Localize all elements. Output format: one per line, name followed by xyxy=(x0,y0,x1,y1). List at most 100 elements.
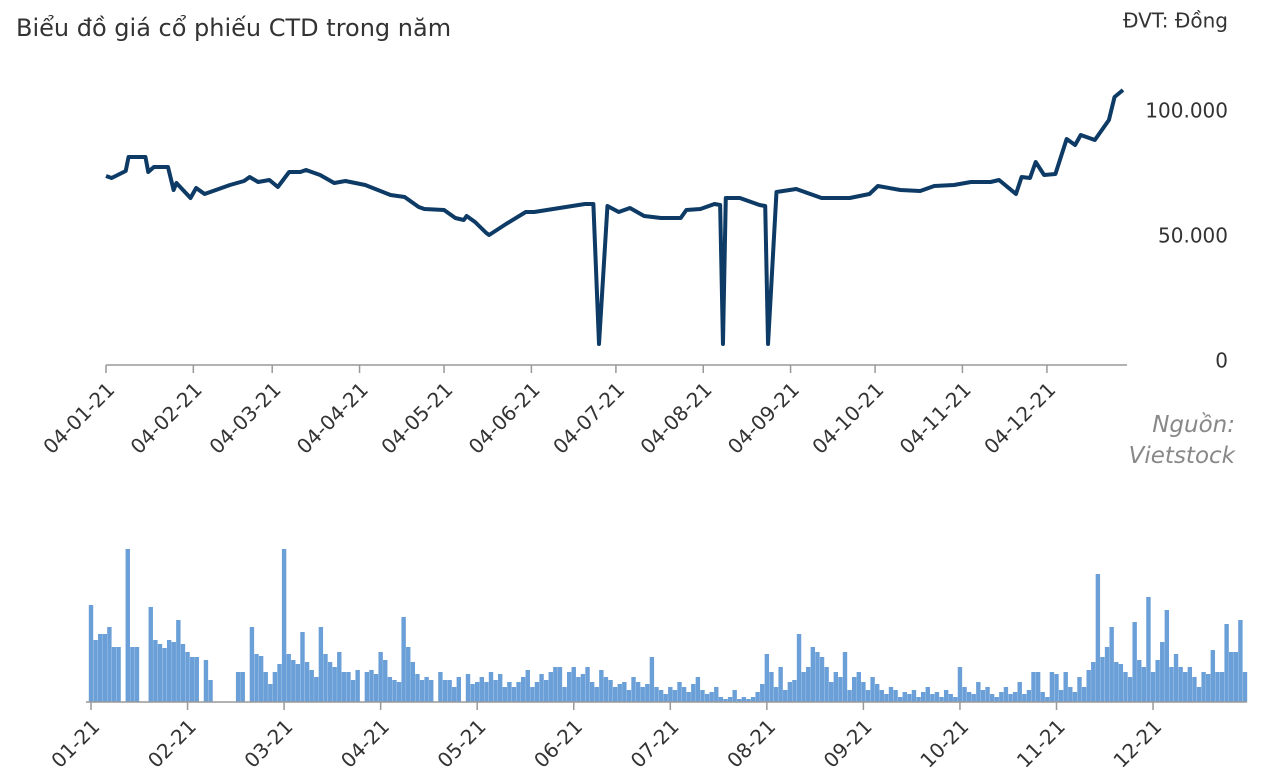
volume-bar xyxy=(1141,667,1147,702)
volume-bar xyxy=(1003,687,1009,702)
volume-bar xyxy=(658,690,664,702)
volume-bar xyxy=(980,690,986,702)
volume-bar xyxy=(1072,692,1078,702)
volume-bar xyxy=(1068,687,1073,702)
volume-bar xyxy=(346,672,351,702)
x-tick-label: 07-21 xyxy=(626,714,684,767)
volume-bar xyxy=(589,682,595,702)
volume-bar xyxy=(1086,670,1091,702)
volume-bar xyxy=(557,667,563,702)
volume-bar xyxy=(309,670,314,702)
volume-bar xyxy=(884,694,889,702)
volume-bar xyxy=(1104,647,1110,702)
volume-bar xyxy=(672,690,678,702)
volume-bar xyxy=(962,687,967,702)
volume-bar xyxy=(1132,622,1137,702)
x-tick-label: 04-07-21 xyxy=(548,377,629,458)
volume-bar xyxy=(916,697,921,702)
volume-bar xyxy=(897,697,903,702)
volume-bar xyxy=(111,647,117,702)
volume-bar xyxy=(599,670,604,702)
volume-bar xyxy=(741,697,747,702)
volume-bar xyxy=(645,684,650,702)
volume-bar xyxy=(539,674,544,702)
volume-bar xyxy=(314,677,319,702)
volume-bar xyxy=(737,699,742,702)
volume-bar xyxy=(815,652,820,702)
volume-bar xyxy=(332,667,337,702)
volume-bar xyxy=(286,654,291,702)
volume-bar xyxy=(254,654,259,702)
volume-bar xyxy=(318,627,324,702)
volume-bar xyxy=(180,644,186,702)
volume-bar xyxy=(1210,650,1216,702)
volume-bar xyxy=(327,662,333,702)
volume-bar xyxy=(277,664,282,702)
volume-bar xyxy=(452,687,457,702)
volume-bar xyxy=(723,699,728,702)
volume-bar xyxy=(585,667,590,702)
volume-bar xyxy=(911,690,917,702)
x-tick-label: 02-21 xyxy=(143,714,201,767)
volume-bar xyxy=(530,687,535,702)
volume-bar xyxy=(291,660,296,702)
volume-bar xyxy=(668,687,673,702)
volume-bar xyxy=(1095,574,1101,702)
volume-bar xyxy=(930,694,935,702)
y-tick-label: 100.000 xyxy=(1145,99,1228,123)
volume-bar xyxy=(189,657,195,702)
volume-bar xyxy=(1100,657,1105,702)
volume-bar xyxy=(580,674,586,702)
volume-bar xyxy=(235,672,241,702)
volume-bar xyxy=(534,682,540,702)
volume-bar xyxy=(663,694,668,702)
volume-bar xyxy=(907,694,912,702)
volume-bar xyxy=(622,682,627,702)
volume-bar xyxy=(594,687,599,702)
volume-bar xyxy=(1137,660,1142,702)
volume-bar xyxy=(125,549,130,702)
volume-bar xyxy=(925,687,930,702)
volume-bar xyxy=(732,690,737,702)
volume-bar xyxy=(1049,672,1055,702)
volume-bar xyxy=(148,607,153,702)
volume-bar xyxy=(1192,677,1197,702)
volume-bar xyxy=(773,687,779,702)
volume-bar xyxy=(410,662,416,702)
x-tick-label: 04-06-21 xyxy=(464,377,545,458)
volume-bar xyxy=(681,687,687,702)
volume-bar xyxy=(424,677,429,702)
volume-bar xyxy=(263,672,268,702)
volume-bar xyxy=(571,667,576,702)
x-tick-label: 04-05-21 xyxy=(376,377,457,458)
source-note: Nguồn: Vietstock xyxy=(1128,412,1235,469)
volume-bar xyxy=(870,677,875,702)
x-tick-label: 11-21 xyxy=(1012,714,1070,767)
volume-bar xyxy=(465,674,471,702)
volume-bar xyxy=(654,687,659,702)
x-tick-label: 04-08-21 xyxy=(636,377,717,458)
volume-bar xyxy=(102,634,107,702)
volume-bar xyxy=(1187,667,1193,702)
volume-bar xyxy=(208,680,213,702)
volume-bar xyxy=(1118,664,1124,702)
volume-bar xyxy=(801,672,806,702)
volume-bar xyxy=(304,662,310,702)
x-tick-label: 08-21 xyxy=(722,714,780,767)
volume-bar xyxy=(778,667,783,702)
volume-bar xyxy=(543,680,549,702)
volume-bar xyxy=(1183,672,1188,702)
volume-bar xyxy=(93,640,98,702)
volume-bar xyxy=(1206,674,1211,702)
volume-bar xyxy=(948,694,953,702)
volume-bar xyxy=(819,657,825,702)
volume-bar xyxy=(97,634,103,702)
volume-bar xyxy=(373,674,379,702)
x-tick-label: 04-01-21 xyxy=(38,377,119,458)
volume-bar xyxy=(1026,690,1032,702)
volume-bar xyxy=(507,682,512,702)
volume-bar xyxy=(378,652,383,702)
volume-bar xyxy=(700,690,705,702)
volume-bar xyxy=(438,672,443,702)
volume-bar xyxy=(714,687,719,702)
